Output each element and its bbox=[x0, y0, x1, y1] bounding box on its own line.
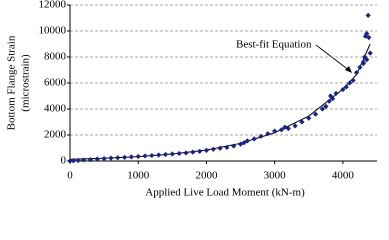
annotation-arrowhead bbox=[345, 66, 352, 73]
data-point bbox=[285, 125, 291, 132]
data-point bbox=[75, 157, 81, 164]
data-point bbox=[244, 138, 250, 144]
data-point bbox=[292, 123, 298, 129]
data-point bbox=[203, 147, 210, 153]
data-point bbox=[343, 84, 349, 90]
data-point bbox=[313, 111, 319, 117]
data-point bbox=[306, 115, 312, 121]
data-point bbox=[340, 86, 346, 93]
x-tick-label: 3000 bbox=[264, 170, 287, 182]
data-point bbox=[365, 12, 371, 18]
data-point bbox=[357, 64, 363, 70]
data-point bbox=[121, 154, 128, 160]
data-point bbox=[319, 106, 326, 112]
data-point bbox=[135, 153, 141, 160]
data-point bbox=[183, 150, 189, 156]
data-point bbox=[108, 155, 114, 161]
data-point bbox=[70, 158, 77, 164]
data-point bbox=[115, 155, 121, 161]
data-point bbox=[149, 152, 155, 159]
data-point bbox=[278, 127, 285, 133]
data-point bbox=[265, 131, 271, 137]
x-axis-label: Applied Live Load Moment (kN-m) bbox=[145, 187, 305, 199]
data-point bbox=[101, 156, 107, 162]
y-tick-label: 6000 bbox=[44, 77, 67, 89]
data-point bbox=[241, 140, 247, 146]
data-point bbox=[367, 50, 373, 56]
data-point bbox=[364, 57, 370, 63]
data-point bbox=[128, 154, 134, 160]
data-point bbox=[323, 103, 329, 109]
x-tick-label: 1000 bbox=[127, 170, 150, 182]
data-point bbox=[169, 151, 175, 157]
data-point bbox=[142, 153, 148, 159]
data-point bbox=[299, 119, 305, 125]
data-point bbox=[258, 133, 264, 139]
y-tick-label: 4000 bbox=[44, 103, 67, 115]
x-tick-label: 0 bbox=[67, 170, 73, 182]
data-point bbox=[272, 128, 278, 134]
data-point bbox=[330, 96, 336, 102]
data-point bbox=[251, 136, 257, 142]
x-tick-label: 2000 bbox=[195, 170, 218, 182]
data-point bbox=[347, 80, 353, 86]
data-point bbox=[210, 146, 216, 152]
y-tick-label: 10000 bbox=[39, 25, 67, 37]
data-point bbox=[162, 151, 169, 158]
data-point bbox=[326, 98, 332, 104]
data-point bbox=[197, 148, 203, 154]
data-point bbox=[353, 70, 360, 76]
data-point bbox=[217, 145, 223, 151]
y-axis-label: (microstrain) bbox=[20, 54, 32, 112]
chart: Applied Live Load Moment (kN-m) Bottom F… bbox=[6, 0, 377, 199]
annotation: Best-fit Equation bbox=[236, 39, 312, 51]
y-tick-label: 0 bbox=[61, 155, 67, 167]
data-point bbox=[176, 150, 182, 157]
data-point bbox=[190, 149, 196, 155]
data-point bbox=[156, 152, 162, 158]
y-tick-label: 2000 bbox=[44, 129, 67, 141]
data-point bbox=[94, 156, 100, 162]
annotation-arrow bbox=[315, 44, 351, 72]
data-point bbox=[282, 124, 288, 130]
data-point bbox=[362, 54, 368, 60]
data-point bbox=[67, 158, 73, 164]
data-point bbox=[350, 77, 356, 83]
data-point bbox=[224, 144, 230, 150]
y-axis-label: Bottom Flange Strain bbox=[6, 35, 18, 130]
data-point bbox=[81, 157, 87, 163]
data-point bbox=[366, 34, 372, 41]
data-point bbox=[333, 90, 339, 96]
data-point bbox=[360, 59, 366, 65]
x-tick-label: 4000 bbox=[332, 170, 355, 182]
data-point bbox=[231, 143, 237, 149]
data-point bbox=[87, 157, 94, 163]
y-tick-label: 12000 bbox=[39, 0, 67, 11]
fit-line bbox=[69, 43, 371, 160]
y-tick-label: 8000 bbox=[44, 51, 67, 63]
data-point bbox=[364, 31, 370, 37]
